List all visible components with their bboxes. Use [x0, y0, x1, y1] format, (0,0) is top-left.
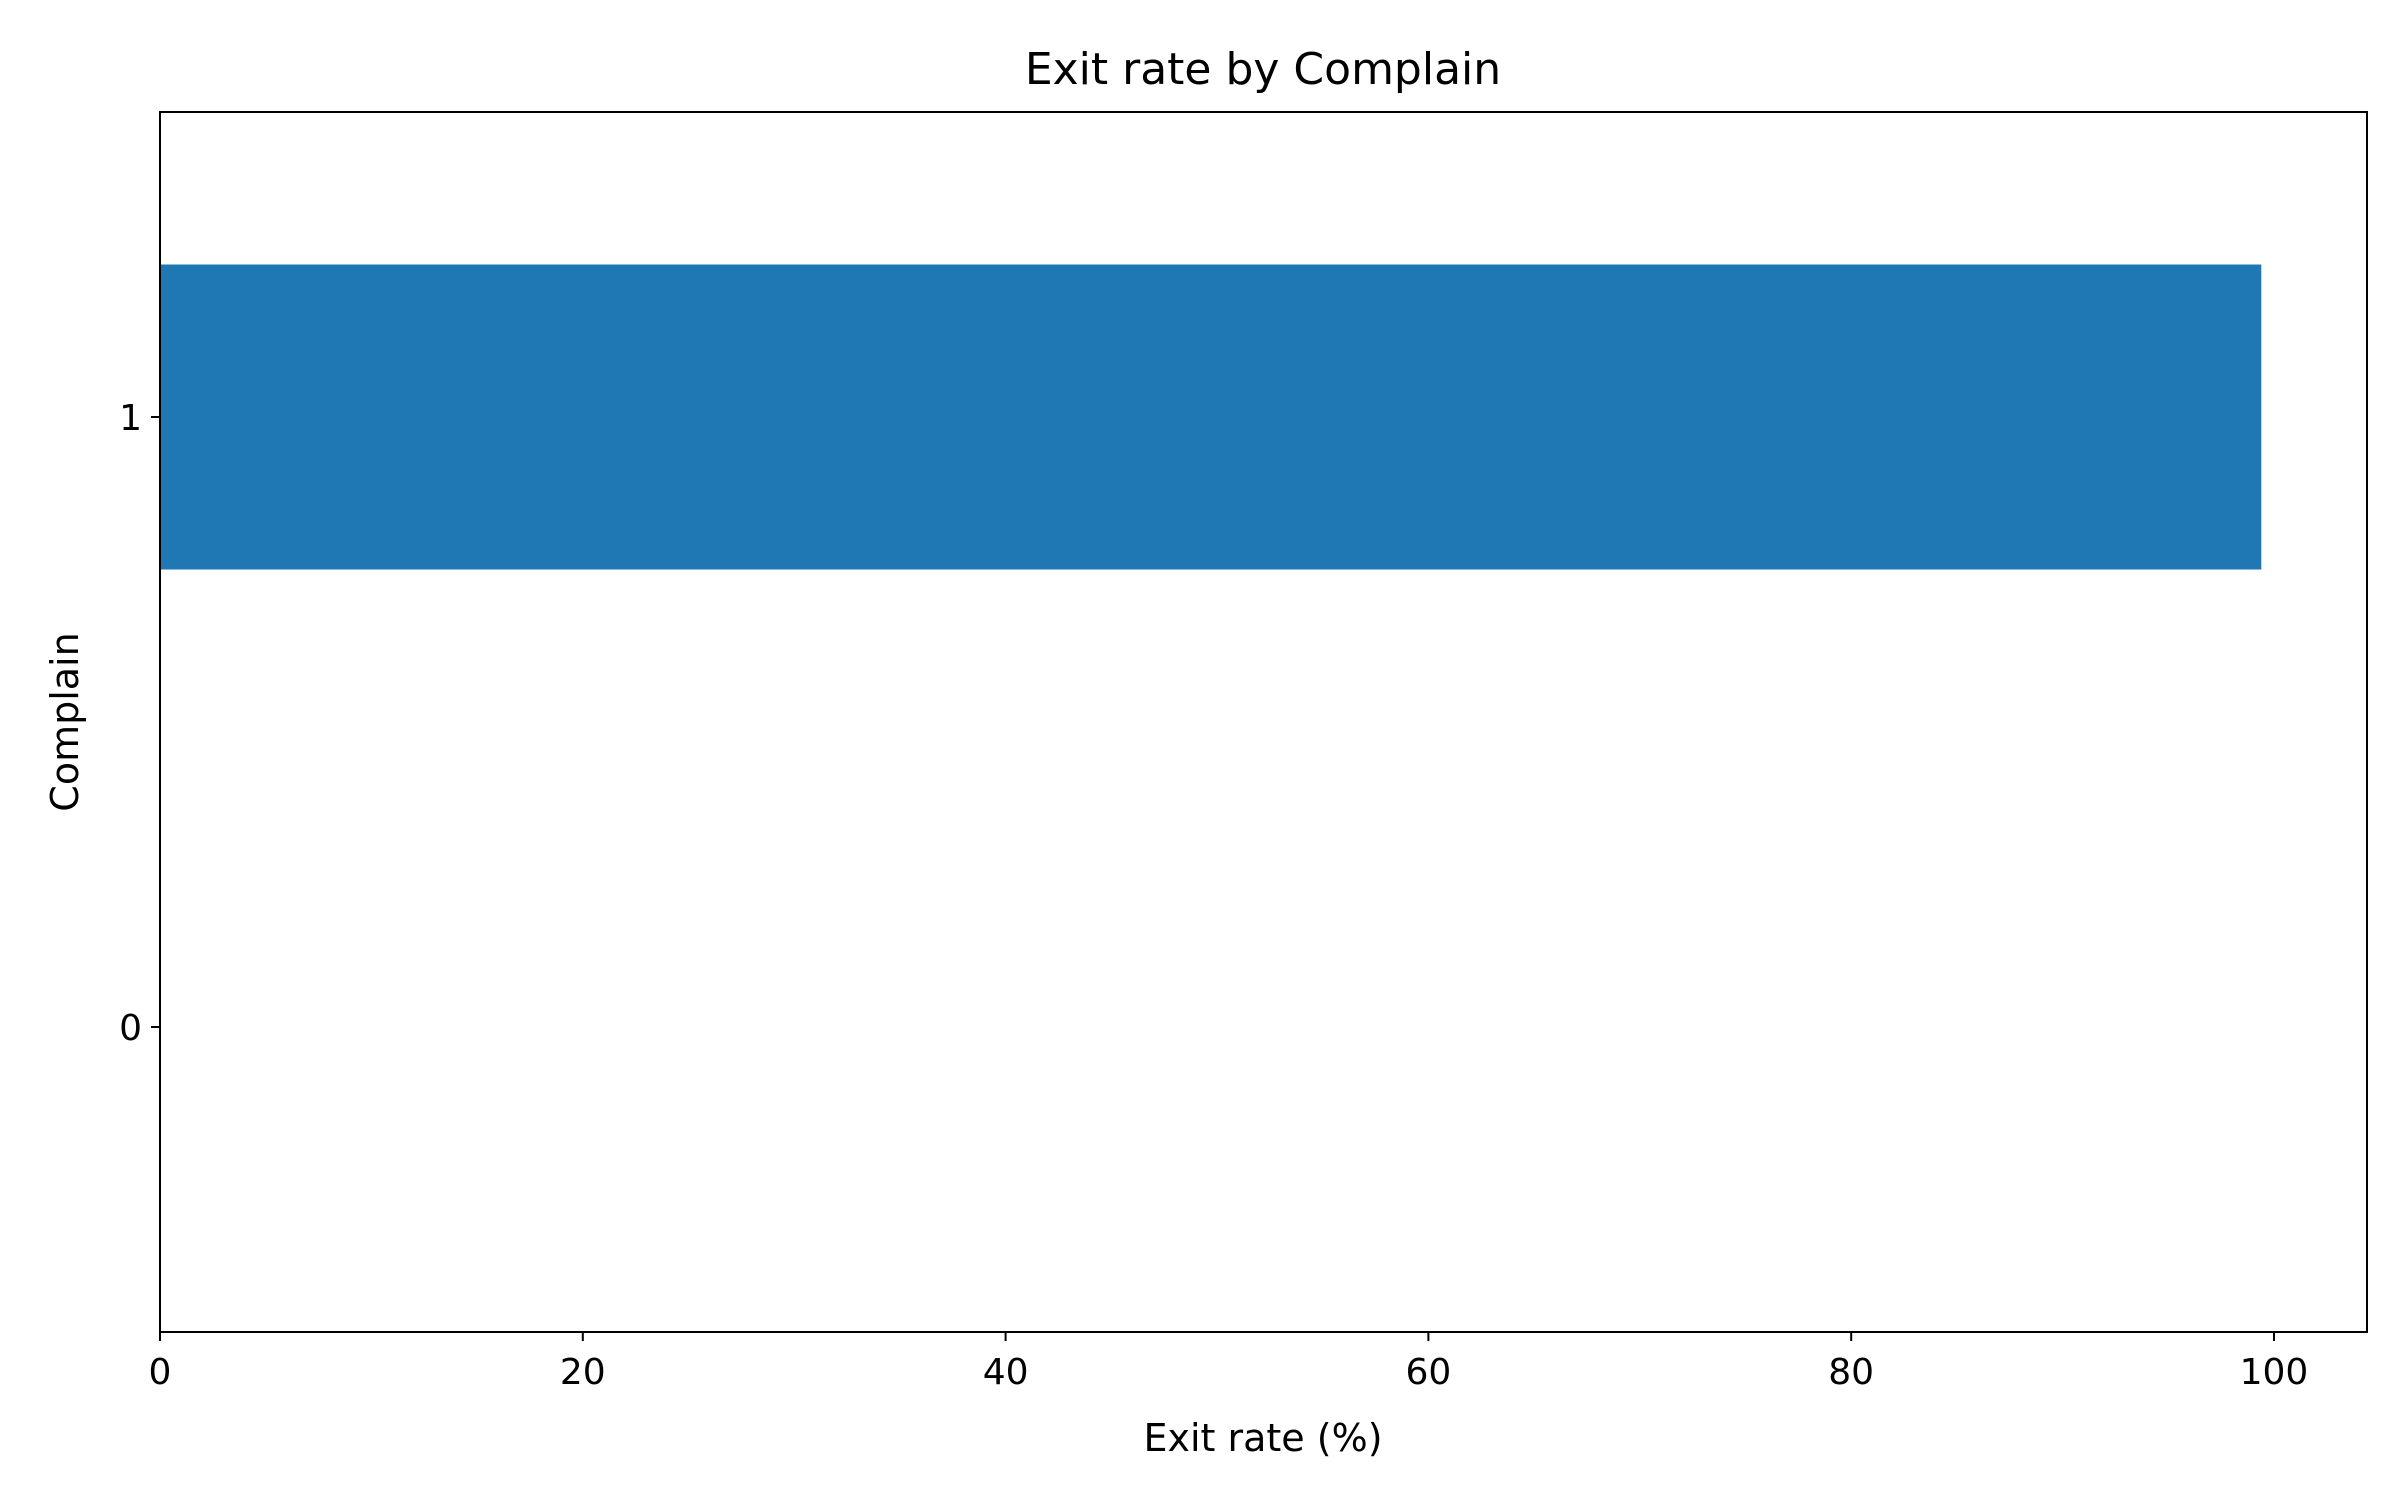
y-tick-label: 0 — [119, 1008, 142, 1049]
x-tick-label: 20 — [560, 1352, 606, 1393]
bar-complain-1 — [160, 264, 2262, 570]
y-tick-label: 1 — [119, 398, 142, 439]
x-tick-label: 80 — [1828, 1352, 1874, 1393]
x-tick-label: 60 — [1405, 1352, 1451, 1393]
bar-layer — [160, 264, 2262, 570]
x-axis-ticks: 0 20 40 60 80 100 — [149, 1332, 2309, 1393]
chart-title: Exit rate by Complain — [1025, 44, 1501, 95]
x-tick-label: 40 — [983, 1352, 1029, 1393]
y-axis-ticks: 01 — [119, 398, 160, 1049]
x-tick-label: 100 — [2240, 1352, 2309, 1393]
x-tick-label: 0 — [149, 1352, 172, 1393]
plot-area-frame — [159, 111, 2368, 1333]
y-axis-label: Complain — [43, 632, 87, 811]
x-axis-label: Exit rate (%) — [1143, 1416, 1382, 1460]
